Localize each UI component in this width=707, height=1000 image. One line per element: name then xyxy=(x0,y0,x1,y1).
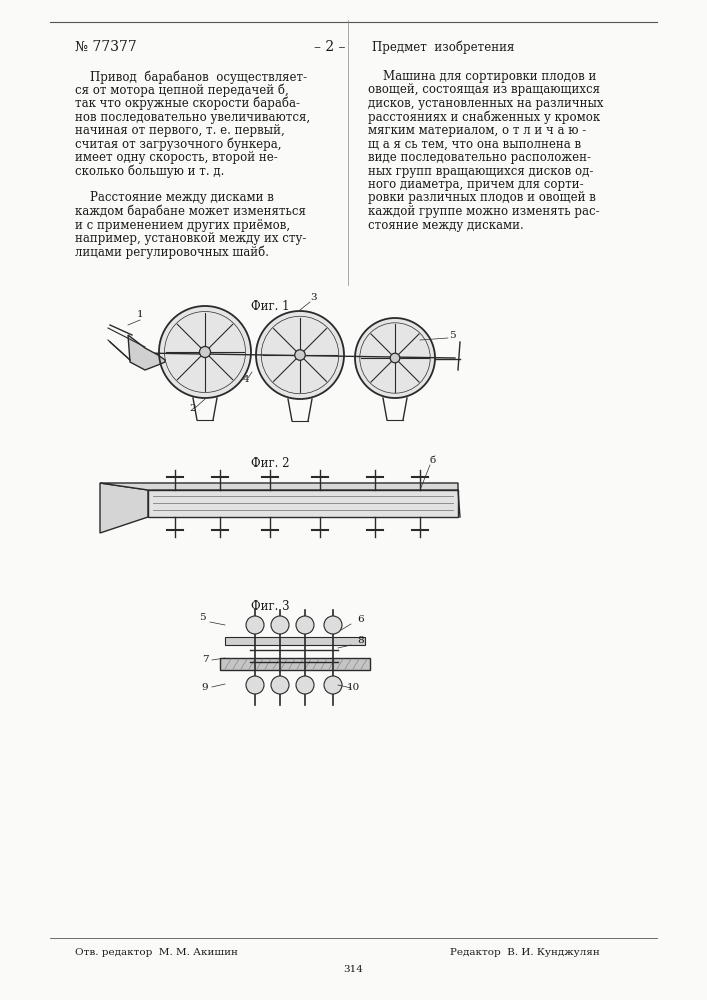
Text: ровки различных плодов и овощей в: ровки различных плодов и овощей в xyxy=(368,192,596,205)
Circle shape xyxy=(295,350,305,360)
Circle shape xyxy=(159,306,251,398)
Text: щ а я сь тем, что она выполнена в: щ а я сь тем, что она выполнена в xyxy=(368,137,581,150)
Circle shape xyxy=(246,676,264,694)
Circle shape xyxy=(390,353,399,363)
Text: расстояниях и снабженных у кромок: расстояниях и снабженных у кромок xyxy=(368,110,600,124)
Text: 5: 5 xyxy=(199,613,205,622)
Text: каждой группе можно изменять рас-: каждой группе можно изменять рас- xyxy=(368,205,600,218)
Text: 10: 10 xyxy=(346,683,360,692)
Text: 4: 4 xyxy=(243,375,250,384)
Circle shape xyxy=(256,311,344,399)
Circle shape xyxy=(199,346,211,358)
Text: 5: 5 xyxy=(449,331,455,340)
Text: дисков, установленных на различных: дисков, установленных на различных xyxy=(368,97,604,110)
Text: 8: 8 xyxy=(358,636,364,645)
Circle shape xyxy=(271,616,289,634)
Text: и с применением других приёмов,: и с применением других приёмов, xyxy=(75,219,290,232)
Circle shape xyxy=(296,676,314,694)
Text: 6: 6 xyxy=(358,615,364,624)
Text: сколько большую и т. д.: сколько большую и т. д. xyxy=(75,164,224,178)
Text: 3: 3 xyxy=(310,293,317,302)
Text: Предмет  изобретения: Предмет изобретения xyxy=(372,40,514,53)
Text: виде последовательно расположен-: виде последовательно расположен- xyxy=(368,151,591,164)
Bar xyxy=(225,637,365,645)
Text: Расстояние между дисками в: Расстояние между дисками в xyxy=(75,192,274,205)
Text: так что окружные скорости бараба-: так что окружные скорости бараба- xyxy=(75,97,300,110)
Text: Фиг. 1: Фиг. 1 xyxy=(251,300,289,313)
Text: Фиг. 2: Фиг. 2 xyxy=(251,457,289,470)
Text: мягким материалом, о т л и ч а ю -: мягким материалом, о т л и ч а ю - xyxy=(368,124,586,137)
Text: Привод  барабанов  осуществляет-: Привод барабанов осуществляет- xyxy=(75,70,307,84)
Text: считая от загрузочного бункера,: считая от загрузочного бункера, xyxy=(75,137,281,151)
Text: например, установкой между их сту-: например, установкой между их сту- xyxy=(75,232,306,245)
Text: 9: 9 xyxy=(201,683,209,692)
Text: нов последовательно увеличиваются,: нов последовательно увеличиваются, xyxy=(75,110,310,123)
Circle shape xyxy=(324,616,342,634)
Bar xyxy=(148,490,458,517)
Text: имеет одну скорость, второй не-: имеет одну скорость, второй не- xyxy=(75,151,278,164)
Text: ных групп вращающихся дисков од-: ных групп вращающихся дисков од- xyxy=(368,164,593,178)
Text: Редактор  В. И. Кунджулян: Редактор В. И. Кунджулян xyxy=(450,948,600,957)
Text: начиная от первого, т. е. первый,: начиная от первого, т. е. первый, xyxy=(75,124,285,137)
Text: каждом барабане может изменяться: каждом барабане может изменяться xyxy=(75,205,306,219)
Circle shape xyxy=(355,318,435,398)
Text: 314: 314 xyxy=(343,965,363,974)
Text: стояние между дисками.: стояние между дисками. xyxy=(368,219,524,232)
Text: Машина для сортировки плодов и: Машина для сортировки плодов и xyxy=(368,70,597,83)
Circle shape xyxy=(271,676,289,694)
Circle shape xyxy=(246,616,264,634)
Text: ного диаметра, причем для сорти-: ного диаметра, причем для сорти- xyxy=(368,178,583,191)
Text: – 2 –: – 2 – xyxy=(314,40,346,54)
Text: № 77377: № 77377 xyxy=(75,40,136,54)
Text: 1: 1 xyxy=(136,310,144,319)
Text: овощей, состоящая из вращающихся: овощей, состоящая из вращающихся xyxy=(368,84,600,97)
Circle shape xyxy=(296,616,314,634)
Text: 7: 7 xyxy=(201,655,209,664)
Text: лицами регулировочных шайб.: лицами регулировочных шайб. xyxy=(75,245,269,259)
Polygon shape xyxy=(128,335,165,370)
Polygon shape xyxy=(100,483,458,490)
Text: Фиг. 3: Фиг. 3 xyxy=(251,600,289,613)
Bar xyxy=(220,658,370,670)
Circle shape xyxy=(324,676,342,694)
Text: ся от мотора цепной передачей б,: ся от мотора цепной передачей б, xyxy=(75,84,288,97)
Text: 2: 2 xyxy=(189,404,197,413)
Polygon shape xyxy=(100,483,148,533)
Text: б: б xyxy=(430,456,436,465)
Text: Отв. редактор  М. М. Акишин: Отв. редактор М. М. Акишин xyxy=(75,948,238,957)
